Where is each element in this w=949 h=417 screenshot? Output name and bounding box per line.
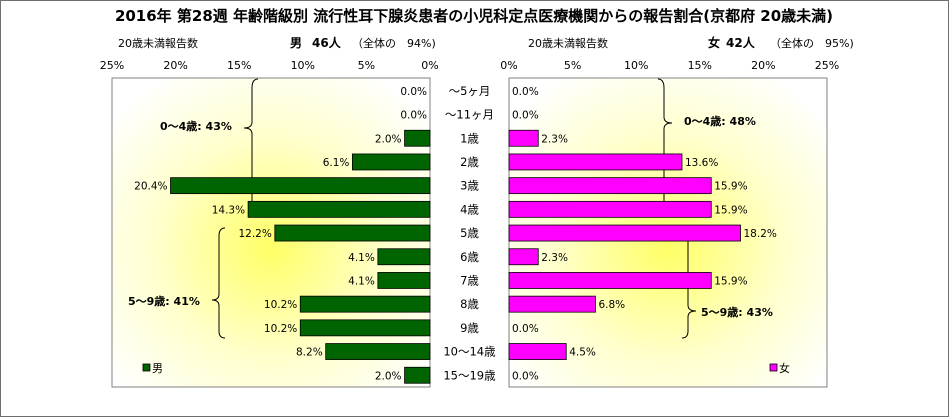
male-bar — [377, 248, 431, 266]
female-value-label: 0.0% — [512, 370, 539, 382]
age-category-label: 6歳 — [460, 250, 479, 264]
bars-layer — [170, 129, 741, 384]
male-value-label: 10.2% — [264, 299, 297, 311]
male-5-9-bracket — [211, 227, 226, 339]
female-axis-tick-label: 5% — [564, 59, 581, 72]
female-axis-tick-label: 25% — [815, 59, 839, 72]
age-category-label: 2歳 — [460, 155, 479, 169]
male-axis-tick-label: 5% — [358, 59, 375, 72]
male-axis-ticks: 0% 5% 10% 15% 20% 25% — [100, 59, 439, 72]
female-value-label: 15.9% — [714, 204, 747, 216]
right-header-label: 20歳未満報告数 — [528, 37, 608, 50]
age-category-label: 9歳 — [460, 321, 479, 335]
female-value-label: 0.0% — [512, 323, 539, 335]
age-category-label: 10～14歳 — [443, 345, 496, 359]
age-category-label: 7歳 — [460, 273, 479, 287]
age-category-label: 8歳 — [460, 297, 479, 311]
male-value-label: 4.1% — [348, 252, 375, 264]
female-bar — [508, 272, 712, 289]
male-legend-label: 男 — [152, 362, 163, 375]
male-axis-tick-label: 25% — [100, 59, 124, 72]
right-header-share: （全体の 95%) — [770, 36, 854, 50]
female-bar — [508, 295, 596, 313]
female-axis-tick-label: 10% — [624, 59, 648, 72]
age-category-label: 5歳 — [460, 226, 479, 240]
male-value-label: 8.2% — [296, 347, 323, 359]
female-value-label: 15.9% — [714, 181, 747, 193]
female-bar — [508, 248, 539, 266]
male-bar — [170, 177, 431, 195]
male-5-9-annotation: 5～9歳: 41% — [128, 294, 200, 308]
female-value-label: 18.2% — [744, 228, 777, 240]
male-bar — [274, 224, 431, 242]
left-header-count: 46人 — [312, 35, 342, 50]
age-category-label: 1歳 — [460, 131, 479, 145]
male-value-label: 0.0% — [400, 86, 427, 98]
female-value-label: 2.3% — [541, 252, 568, 264]
male-0-4-annotation: 0～4歳: 43% — [160, 119, 232, 133]
left-header-share: （全体の 94%) — [352, 36, 436, 50]
male-value-label: 2.0% — [375, 370, 402, 382]
female-axis-tick-label: 0% — [500, 59, 517, 72]
age-category-label: ～11ヶ月 — [445, 108, 494, 122]
female-value-label: 4.5% — [569, 347, 596, 359]
male-axis-tick-label: 0% — [421, 59, 438, 72]
male-value-label: 12.2% — [238, 228, 271, 240]
female-value-label: 6.8% — [598, 299, 625, 311]
male-value-label: 6.1% — [323, 157, 350, 169]
female-bar — [508, 129, 539, 147]
male-value-label: 14.3% — [212, 204, 245, 216]
female-value-label: 13.6% — [685, 157, 718, 169]
male-bar — [299, 319, 431, 337]
male-axis-tick-label: 15% — [227, 59, 251, 72]
male-value-label: 4.1% — [348, 275, 375, 287]
female-bar — [508, 343, 567, 360]
age-category-label: 15～19歳 — [443, 368, 496, 382]
chart-title: 2016年 第28週 年齢階級別 流行性耳下腺炎患者の小児科定点医療機関からの報… — [115, 7, 833, 25]
female-axis-tick-label: 15% — [688, 59, 712, 72]
age-category-label: 4歳 — [460, 202, 479, 216]
female-bar — [508, 200, 712, 218]
male-bar — [325, 343, 431, 360]
female-value-label: 15.9% — [714, 275, 747, 287]
female-legend-label: 女 — [779, 361, 790, 375]
female-bar — [508, 224, 741, 242]
male-value-label: 10.2% — [264, 323, 297, 335]
labels-layer: 0.0% 0.0% ～5ヶ月 0.0% 0.0% ～11ヶ月 2.0% 2.3% 1歳 6.1% 1… — [134, 84, 777, 382]
male-bar — [404, 129, 431, 147]
age-category-label: ～5ヶ月 — [449, 84, 491, 98]
left-header-label: 20歳未満報告数 — [118, 37, 198, 50]
male-bar — [299, 295, 431, 313]
female-value-label: 0.0% — [512, 86, 539, 98]
male-value-label: 2.0% — [375, 133, 402, 145]
male-value-label: 0.0% — [400, 110, 427, 122]
male-axis-tick-label: 10% — [291, 59, 315, 72]
male-legend-swatch — [142, 363, 151, 372]
right-header-sex: 女 — [708, 35, 720, 50]
male-bar — [247, 200, 431, 218]
male-value-label: 20.4% — [134, 181, 167, 193]
male-axis-tick-label: 20% — [163, 59, 187, 72]
female-value-label: 0.0% — [512, 110, 539, 122]
male-bar — [352, 153, 431, 171]
male-bar — [377, 272, 431, 289]
age-category-label: 3歳 — [460, 179, 479, 193]
female-5-9-annotation: 5～9歳: 43% — [701, 305, 773, 319]
left-header-sex: 男 — [290, 36, 302, 50]
female-bar — [508, 153, 683, 171]
female-axis-ticks: 0% 5% 10% 15% 20% 25% — [500, 59, 839, 72]
female-legend-swatch — [769, 363, 778, 372]
right-header-count: 42人 — [726, 35, 756, 50]
female-value-label: 2.3% — [541, 133, 568, 145]
female-bar — [508, 177, 712, 195]
male-bar — [404, 366, 431, 384]
female-axis-tick-label: 20% — [751, 59, 775, 72]
female-0-4-annotation: 0～4歳: 48% — [684, 114, 756, 128]
